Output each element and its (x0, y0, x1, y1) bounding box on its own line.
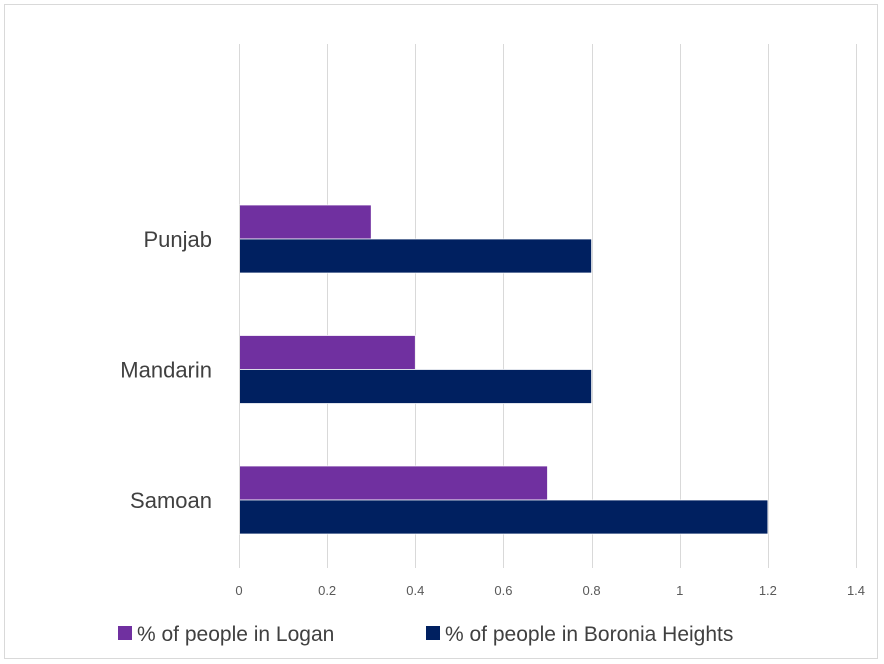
bar-punjab-series-1 (238, 204, 372, 240)
x-tick-label: 0.6 (494, 583, 512, 598)
chart-area (4, 4, 878, 659)
bar-punjab-series-2 (238, 238, 592, 274)
x-tick-label: 0.2 (318, 583, 336, 598)
bar-mandarin-series-2 (238, 369, 592, 404)
legend-label: % of people in Boronia Heights (445, 623, 733, 646)
category-axis: Punjab Mandarin Samoan (120, 205, 240, 534)
x-tick-label: 1.2 (759, 583, 777, 598)
x-tick-label: 1.4 (847, 583, 865, 598)
legend: % of people in Logan % of people in Boron… (118, 623, 733, 646)
x-tick-label: 0 (235, 583, 242, 598)
bars (238, 204, 769, 535)
legend-label: % of people in Logan (137, 623, 334, 646)
bar-mandarin-series-1 (238, 335, 416, 370)
category-label: Mandarin (120, 358, 212, 383)
category-label: Samoan (130, 488, 212, 513)
x-tick-label: 0.8 (583, 583, 601, 598)
bar-samoan-series-2 (238, 499, 769, 535)
value-axis-ticks: 0 0.2 0.4 0.6 0.8 1 1.2 1.4 (235, 583, 865, 598)
bar-samoan-series-1 (238, 465, 548, 501)
legend-swatch (426, 626, 440, 640)
category-label: Punjab (143, 227, 212, 252)
x-tick-label: 0.4 (406, 583, 424, 598)
x-tick-label: 1 (676, 583, 683, 598)
legend-swatch (118, 626, 132, 640)
